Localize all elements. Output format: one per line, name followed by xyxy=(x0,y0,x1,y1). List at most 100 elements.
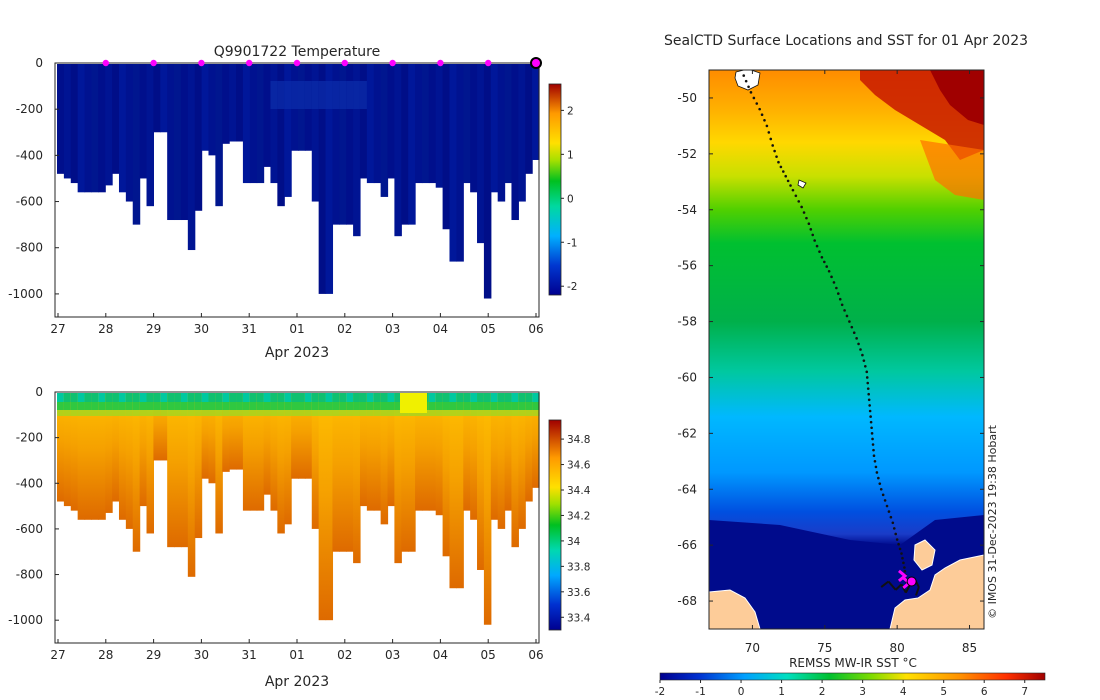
temperature-profile-column xyxy=(215,64,223,207)
salinity-transition-layer xyxy=(229,410,237,416)
salinity-surface-layer xyxy=(270,393,278,402)
salinity-surface-layer xyxy=(70,393,79,402)
seal-track-point xyxy=(874,465,878,469)
salinity-transition-layer xyxy=(511,410,519,416)
salinity-colorbar-tick-label: 33.8 xyxy=(567,561,590,573)
salinity-transition-layer xyxy=(160,410,168,416)
salinity-profile-column xyxy=(421,393,430,511)
temperature-profile-column xyxy=(201,64,210,151)
seal-track-point xyxy=(836,292,840,295)
seal-track-point xyxy=(900,552,903,555)
temperature-profile-column xyxy=(401,64,409,225)
sst-map-panel: SealCTD Surface Locations and SST for 01… xyxy=(655,33,1046,698)
salinity-surface-layer xyxy=(194,393,203,402)
salinity-surface-layer xyxy=(449,393,457,402)
temperature-warm-layer xyxy=(318,81,327,109)
salinity-x-tick-label: 01 xyxy=(289,648,304,662)
salinity-surface-layer xyxy=(428,393,437,402)
map-y-tick-label: -68 xyxy=(677,594,697,608)
temperature-profile-column xyxy=(525,64,533,174)
salinity-halocline-layer xyxy=(125,402,134,410)
seal-track-point xyxy=(855,337,858,340)
salinity-transition-layer xyxy=(346,410,354,416)
salinity-surface-layer xyxy=(380,393,389,402)
salinity-halocline-layer xyxy=(346,402,354,410)
kerguelen-island xyxy=(734,70,761,91)
temperature-profile-column xyxy=(394,64,402,237)
temperature-profile-column xyxy=(249,64,258,184)
salinity-profile-column xyxy=(428,393,437,511)
temperature-profile-column xyxy=(242,64,251,184)
salinity-surface-layer xyxy=(332,393,340,402)
temperature-axis-ticks: 27 28 29 30 31 01 02 03 04 05 06 0 -200 -400 -600 -800 -… xyxy=(8,56,544,336)
temperature-profile-column xyxy=(373,64,382,184)
temperature-latest-profile-marker xyxy=(530,57,542,69)
salinity-fresh-patch xyxy=(400,393,427,413)
salinity-halocline-layer xyxy=(435,402,444,410)
salinity-transition-layer xyxy=(525,410,533,416)
seal-track-point xyxy=(873,460,877,463)
seal-track-segment xyxy=(915,586,920,596)
temperature-profile-column xyxy=(236,64,244,142)
salinity-halocline-layer xyxy=(311,402,320,410)
seal-track-point xyxy=(902,561,905,565)
salinity-profile-column xyxy=(298,393,306,479)
seal-track-point xyxy=(859,348,862,351)
temperature-profile-marker xyxy=(246,59,253,67)
salinity-profile-column xyxy=(477,393,485,570)
salinity-surface-layer xyxy=(146,393,154,402)
seal-track xyxy=(742,74,920,596)
seal-track-point xyxy=(895,538,899,541)
temperature-x-tick-label: 04 xyxy=(433,322,448,336)
temperature-profile-marker xyxy=(485,59,492,67)
salinity-transition-layer xyxy=(359,410,368,416)
salinity-surface-layer xyxy=(532,393,540,402)
salinity-transition-layer xyxy=(449,410,457,416)
temperature-profile-column xyxy=(57,64,65,174)
seal-track-point xyxy=(867,398,871,402)
temperature-profile-column xyxy=(332,64,340,225)
salinity-profile-column xyxy=(208,393,216,484)
temperature-y-tick-label: 0 xyxy=(35,56,43,70)
salinity-x-tick-label: 27 xyxy=(50,648,65,662)
temperature-colorbar-tick-label: 0 xyxy=(567,193,574,205)
map-y-tick-label: -50 xyxy=(677,91,697,105)
map-colorbar-tick-label: -1 xyxy=(695,686,705,698)
temperature-profiles xyxy=(57,64,540,299)
seal-track-point xyxy=(779,165,783,169)
salinity-transition-layer xyxy=(167,410,175,416)
map-y-tick-label: -64 xyxy=(677,482,697,496)
seal-track-segment xyxy=(880,580,890,588)
salinity-profile-column xyxy=(373,393,382,511)
salinity-halocline-layer xyxy=(187,402,196,410)
temperature-profile-column xyxy=(518,64,526,202)
temperature-colorbar-tick-label: -2 xyxy=(567,281,577,293)
map-colorbar-label: REMSS MW-IR SST °C xyxy=(789,656,917,670)
seal-track-point xyxy=(763,119,766,122)
seal-track-point xyxy=(830,275,833,279)
seal-track-point xyxy=(813,239,816,242)
salinity-surface-layer xyxy=(167,393,175,402)
seal-track-point xyxy=(777,160,780,164)
salinity-surface-layer xyxy=(215,393,223,402)
salinity-profile-column xyxy=(194,393,203,539)
salinity-transition-layer xyxy=(222,410,230,416)
temperature-profile-column xyxy=(91,64,99,193)
seal-track-point xyxy=(892,527,896,530)
map-colorbar-ticks: -2 -1 0 1 2 3 4 5 6 7 xyxy=(655,680,1028,698)
temperature-profile-marker xyxy=(389,59,396,67)
sst-orange-patch xyxy=(920,140,984,200)
salinity-panel: 27 28 29 30 31 01 02 03 04 05 06 0 -200 -400 -600 -800 -… xyxy=(8,385,591,690)
salinity-transition-layer xyxy=(387,410,395,416)
salinity-halocline-layer xyxy=(304,402,313,410)
salinity-profile-column xyxy=(463,393,471,511)
salinity-colorbar-tick-label: 33.6 xyxy=(567,587,591,599)
salinity-transition-layer xyxy=(263,410,272,416)
salinity-surface-layer xyxy=(277,393,285,402)
salinity-halocline-layer xyxy=(249,402,258,410)
salinity-halocline-layer xyxy=(63,402,72,410)
map-y-tick-label: -66 xyxy=(677,538,697,552)
salinity-surface-layer xyxy=(98,393,106,402)
temperature-warm-layer xyxy=(291,81,299,109)
salinity-profile-column xyxy=(174,393,182,548)
